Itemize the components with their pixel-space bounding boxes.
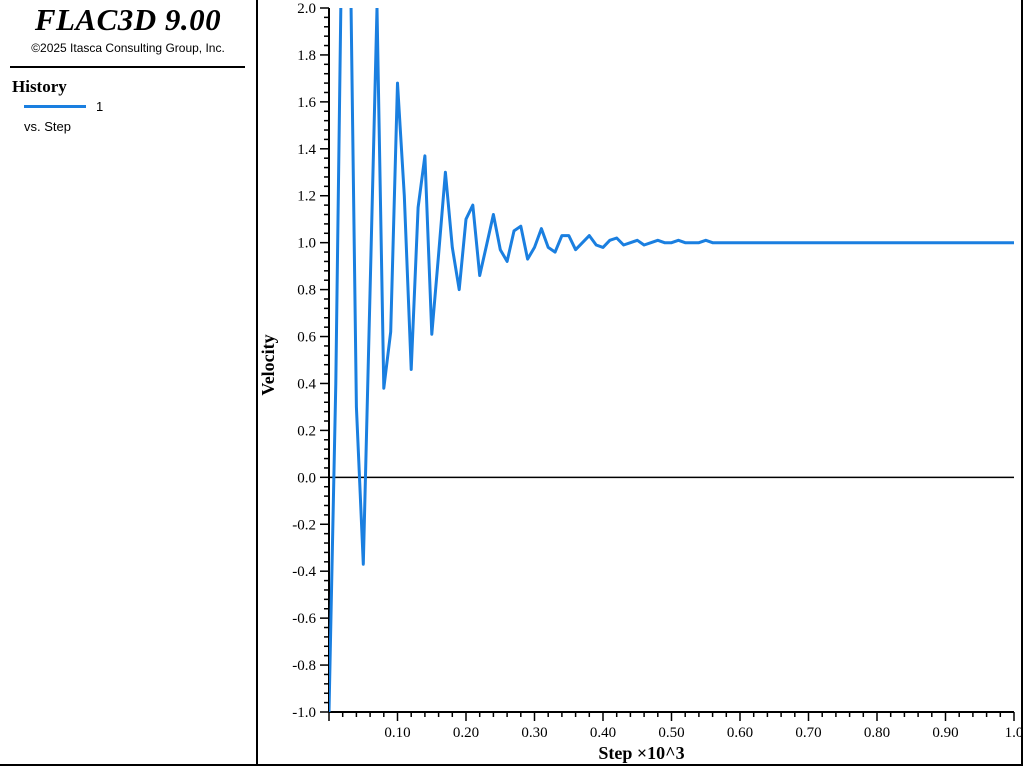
x-tick-label: 0.40: [590, 725, 616, 741]
x-tick-label: 0.50: [658, 725, 684, 741]
y-tick-label: 0.6: [297, 330, 316, 346]
legend-heading: History: [12, 77, 67, 96]
x-tick-label: 0.30: [521, 725, 547, 741]
y-tick-label: 0.4: [297, 376, 316, 392]
series-layer: [329, 8, 1014, 713]
y-tick-label: 0.0: [297, 470, 316, 486]
y-axis: -1.0 -0.8 -0.6 -0.4 -0.2 0.0 0.2 0.4 0.6 0.8 1.0 1.…: [292, 1, 330, 721]
x-tick-label: 1.0: [1005, 725, 1022, 741]
y-axis-title: Velocity: [258, 334, 278, 395]
x-tick-label: 0.80: [864, 725, 890, 741]
x-tick-label: 0.70: [795, 725, 821, 741]
y-tick-label: -0.6: [292, 611, 316, 627]
history-plot: -1.0 -0.8 -0.6 -0.4 -0.2 0.0 0.2 0.4 0.6 0.8 1.0 1.…: [258, 1, 1022, 763]
x-tick-label: 0.90: [932, 725, 958, 741]
y-tick-label: -1.0: [292, 705, 316, 721]
y-tick-label: 0.2: [297, 423, 316, 439]
y-tick-label: 1.4: [297, 142, 316, 158]
x-axis-title: Step ×10^3: [598, 743, 684, 763]
x-tick-label: 0.20: [453, 725, 479, 741]
series-line-1: [329, 8, 1014, 713]
y-tick-label: 1.2: [297, 189, 316, 205]
y-tick-label: 1.6: [297, 95, 316, 111]
y-tick-label: 1.0: [297, 236, 316, 252]
y-tick-label: 2.0: [297, 1, 316, 17]
x-tick-label: 0.60: [727, 725, 753, 741]
legend-panel: FLAC3D 9.00 ©2025 Itasca Consulting Grou…: [0, 0, 258, 765]
y-tick-label: 0.8: [297, 283, 316, 299]
y-tick-label: -0.4: [292, 564, 316, 580]
legend-line-swatch: [24, 105, 86, 108]
x-axis: 0.10 0.20 0.30 0.40 0.50 0.60 0.70 0.80 0.90 1.0: [328, 711, 1022, 741]
x-tick-label: 0.10: [384, 725, 410, 741]
y-tick-label: 1.8: [297, 48, 316, 64]
y-tick-label: -0.8: [292, 658, 316, 674]
app-title: FLAC3D 9.00: [34, 2, 222, 37]
copyright-text: ©2025 Itasca Consulting Group, Inc.: [31, 41, 225, 55]
title-divider: [10, 66, 245, 68]
legend-series-label: 1: [96, 99, 104, 114]
y-tick-label: -0.2: [292, 517, 316, 533]
legend-series-subtitle: vs. Step: [24, 119, 71, 134]
